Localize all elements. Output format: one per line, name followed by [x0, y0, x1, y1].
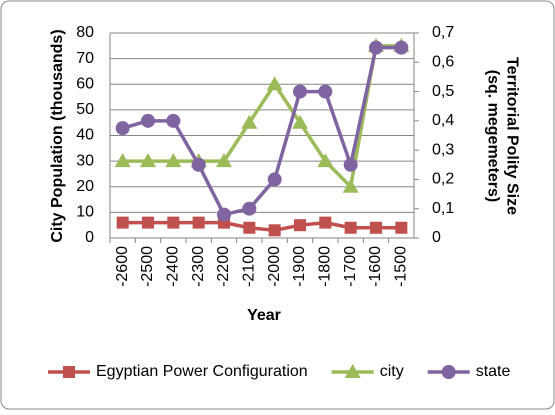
y2-tick-label: 0,5 — [432, 83, 454, 100]
marker — [268, 224, 281, 237]
x-tick-label: -2600 — [114, 246, 131, 287]
marker — [142, 216, 154, 229]
marker — [241, 114, 258, 129]
x-tick-label: -1700 — [342, 246, 359, 287]
marker — [343, 157, 358, 172]
marker — [216, 153, 232, 168]
legend-label: Egyptian Power Configuration — [96, 363, 308, 380]
x-tick-label: -2100 — [241, 246, 258, 287]
x-tick-label: -1900 — [291, 246, 308, 287]
x-tick-label: -2200 — [215, 246, 232, 287]
marker — [114, 153, 131, 168]
marker — [293, 84, 307, 99]
y-tick-label: 60 — [76, 75, 94, 92]
marker — [115, 121, 130, 136]
marker — [394, 40, 409, 55]
legend-marker — [344, 364, 361, 378]
y2-tick-label: 0 — [432, 229, 441, 246]
marker — [395, 221, 408, 234]
y-tick-label: 40 — [76, 127, 94, 144]
x-tick-label: -2300 — [190, 246, 207, 287]
marker — [266, 76, 283, 91]
legend-marker — [63, 366, 75, 378]
marker — [318, 84, 333, 99]
legend-marker — [441, 365, 456, 379]
marker — [243, 221, 256, 234]
marker — [165, 153, 182, 168]
x-tick-label: -2500 — [139, 246, 156, 287]
series — [116, 216, 408, 237]
marker — [294, 219, 306, 232]
x-tick-label: -2000 — [266, 246, 283, 287]
marker — [166, 113, 181, 128]
y-tick-label: 0 — [85, 229, 94, 246]
y-tick-label: 10 — [76, 204, 94, 221]
marker — [370, 221, 382, 234]
y2-tick-label: 0,2 — [432, 171, 454, 188]
x-tick-label: -2400 — [165, 246, 182, 287]
marker — [344, 221, 357, 234]
marker — [317, 153, 334, 168]
x-tick-label: -1800 — [317, 246, 334, 287]
marker — [267, 172, 282, 187]
marker — [141, 113, 155, 128]
y2-tick-label: 0,3 — [432, 141, 454, 158]
y-tick-label: 30 — [76, 152, 94, 169]
y2-axis-title: Territorial Polity Size(sq. megemeters) — [484, 57, 520, 215]
y2-tick-label: 0,4 — [432, 112, 454, 129]
y-tick-label: 80 — [76, 24, 94, 41]
marker — [116, 216, 129, 229]
x-axis-title: Year — [247, 307, 281, 324]
marker — [242, 201, 257, 216]
marker — [140, 153, 156, 168]
legend-label: state — [476, 363, 511, 380]
marker — [319, 216, 332, 229]
y-tick-label: 70 — [76, 50, 94, 67]
marker — [369, 40, 383, 55]
y-tick-label: 20 — [76, 178, 94, 195]
marker — [292, 114, 308, 129]
series — [115, 40, 409, 222]
y2-axis-title-line: Territorial Polity Size — [503, 57, 520, 215]
x-tick-label: -1500 — [393, 246, 410, 287]
marker — [191, 157, 206, 172]
marker — [217, 207, 231, 222]
marker — [342, 178, 359, 193]
y2-tick-label: 0,1 — [432, 200, 454, 217]
y2-axis-title-line: (sq. megemeters) — [484, 70, 501, 203]
y-tick-label: 50 — [76, 101, 94, 118]
y2-tick-label: 0,7 — [432, 24, 454, 41]
y2-tick-label: 0,6 — [432, 54, 454, 71]
marker — [192, 216, 205, 229]
legend-label: city — [380, 363, 404, 380]
marker — [167, 216, 180, 229]
y-axis-title: City Population (thousands) — [49, 29, 66, 242]
x-tick-label: -1600 — [367, 246, 384, 287]
